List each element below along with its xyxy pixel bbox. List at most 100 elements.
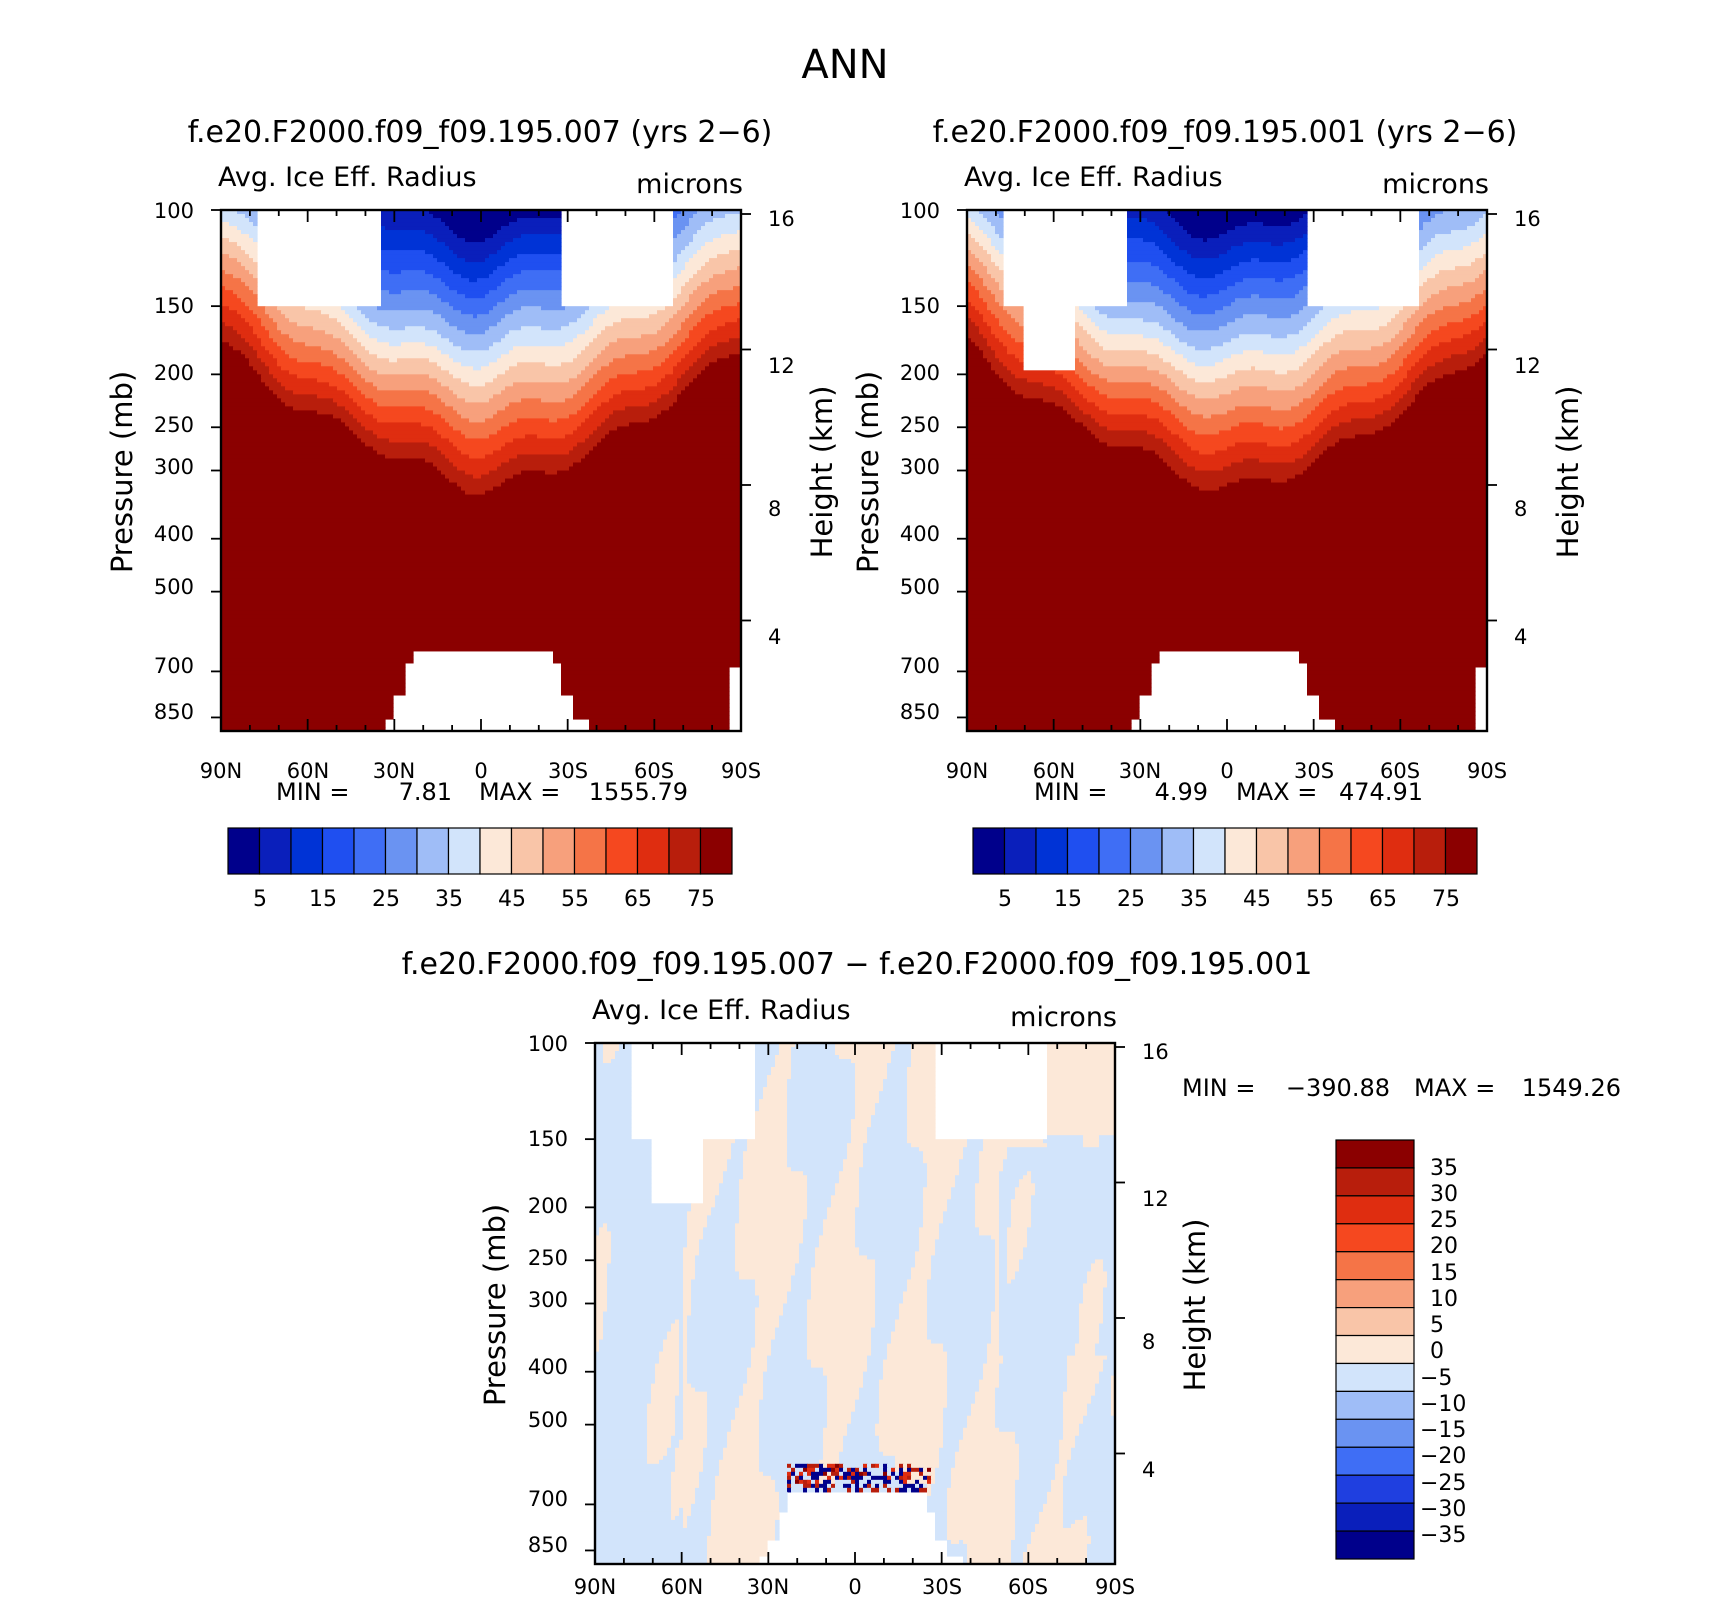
contour-cell [599, 1347, 664, 1353]
contour-cell [697, 342, 718, 347]
contour-cell [1127, 250, 1164, 255]
contour-cell [747, 1139, 788, 1144]
contour-cell [943, 1219, 976, 1224]
contour-cell [509, 422, 582, 428]
contour-cell [739, 1199, 808, 1204]
contour-cell [1315, 350, 1340, 355]
contour-cell [1227, 286, 1304, 291]
contour-cell [743, 1383, 764, 1389]
contour-cell [1427, 366, 1468, 371]
contour-cell [1299, 254, 1308, 259]
contour-cell [947, 1399, 976, 1405]
contour-cell [1299, 366, 1320, 371]
contour-cell [1007, 1275, 1016, 1281]
contour-cell [903, 1463, 908, 1469]
colorbar-swatch [1335, 1502, 1415, 1532]
contour-cell [595, 1503, 672, 1509]
contour-cell [907, 1075, 936, 1080]
contour-cell [509, 350, 582, 355]
contour-cell [1087, 1403, 1112, 1409]
contour-cell [999, 1247, 1008, 1252]
contour-cell [875, 1431, 944, 1437]
contour-cell [685, 386, 742, 391]
contour-cell [811, 1271, 876, 1277]
contour-cell [691, 1311, 756, 1317]
contour-cell [589, 362, 610, 367]
contour-cell [879, 1443, 944, 1449]
contour-cell [265, 362, 278, 367]
contour-cell [607, 1263, 684, 1269]
contour-cell [1127, 254, 1168, 259]
colorbar-swatch [636, 827, 670, 875]
contour-cell [839, 1459, 896, 1465]
contour-cell [709, 362, 742, 367]
contour-cell [807, 1195, 832, 1200]
contour-cell [389, 342, 402, 347]
contour-cell [675, 1455, 704, 1461]
contour-cell [221, 566, 742, 572]
contour-cell [995, 1387, 1068, 1393]
contour-cell [983, 262, 996, 267]
contour-cell [987, 250, 1000, 255]
contour-cell [361, 422, 422, 428]
contour-cell [465, 258, 486, 263]
contour-cell [807, 1299, 876, 1305]
contour-cell [851, 1059, 892, 1064]
contour-cell [755, 1055, 776, 1060]
contour-cell [437, 378, 462, 383]
contour-cell [747, 1143, 788, 1148]
y-tick-label: 250 [154, 413, 194, 437]
contour-cell [1047, 1495, 1064, 1501]
contour-cell [855, 1211, 924, 1216]
contour-cell [975, 254, 992, 259]
contour-cell [955, 1459, 1020, 1465]
contour-cell [787, 1087, 856, 1092]
contour-cell [683, 1383, 692, 1389]
contour-cell [1167, 234, 1192, 239]
contour-cell [883, 1087, 908, 1092]
contour-cell [277, 342, 306, 347]
contour-cell [1331, 318, 1392, 323]
contour-cell [787, 1155, 848, 1160]
contour-cell [245, 214, 258, 219]
contour-cell [611, 1059, 632, 1064]
contour-cell [1047, 1067, 1116, 1072]
contour-cell [1079, 1339, 1100, 1345]
contour-cell [983, 334, 996, 339]
contour-cell [931, 1271, 996, 1277]
contour-cell [1383, 394, 1404, 399]
contour-cell [679, 1319, 684, 1325]
contour-cell [979, 310, 992, 315]
contour-cell [1087, 1271, 1108, 1277]
contour-cell [919, 1147, 964, 1152]
contour-cell [675, 1431, 684, 1437]
contour-cell [947, 1495, 1016, 1501]
contour-cell [237, 210, 258, 215]
contour-cell [675, 1427, 684, 1433]
contour-cell [975, 1191, 1000, 1196]
contour-cell [739, 1211, 808, 1216]
contour-cell [1127, 258, 1172, 263]
contour-cell [879, 1411, 944, 1417]
colorbar-label: 45 [498, 887, 526, 912]
contour-cell [851, 1123, 872, 1128]
contour-cell [1475, 278, 1488, 283]
contour-cell [1099, 1339, 1116, 1345]
contour-cell [221, 302, 246, 307]
contour-cell [907, 1071, 936, 1076]
contour-cell [321, 346, 350, 351]
contour-cell [1327, 430, 1376, 436]
contour-cell [963, 1427, 1000, 1433]
contour-cell [1375, 414, 1400, 419]
contour-cell [221, 642, 742, 648]
contour-cell [1159, 338, 1180, 343]
contour-cell [621, 390, 670, 395]
contour-cell [513, 346, 586, 351]
contour-cell [541, 326, 562, 331]
contour-cell [1423, 226, 1468, 231]
contour-cell [947, 1531, 1016, 1537]
contour-cell [1291, 314, 1316, 319]
contour-cell [939, 1455, 956, 1461]
contour-cell [313, 326, 346, 331]
contour-cell [381, 274, 434, 279]
